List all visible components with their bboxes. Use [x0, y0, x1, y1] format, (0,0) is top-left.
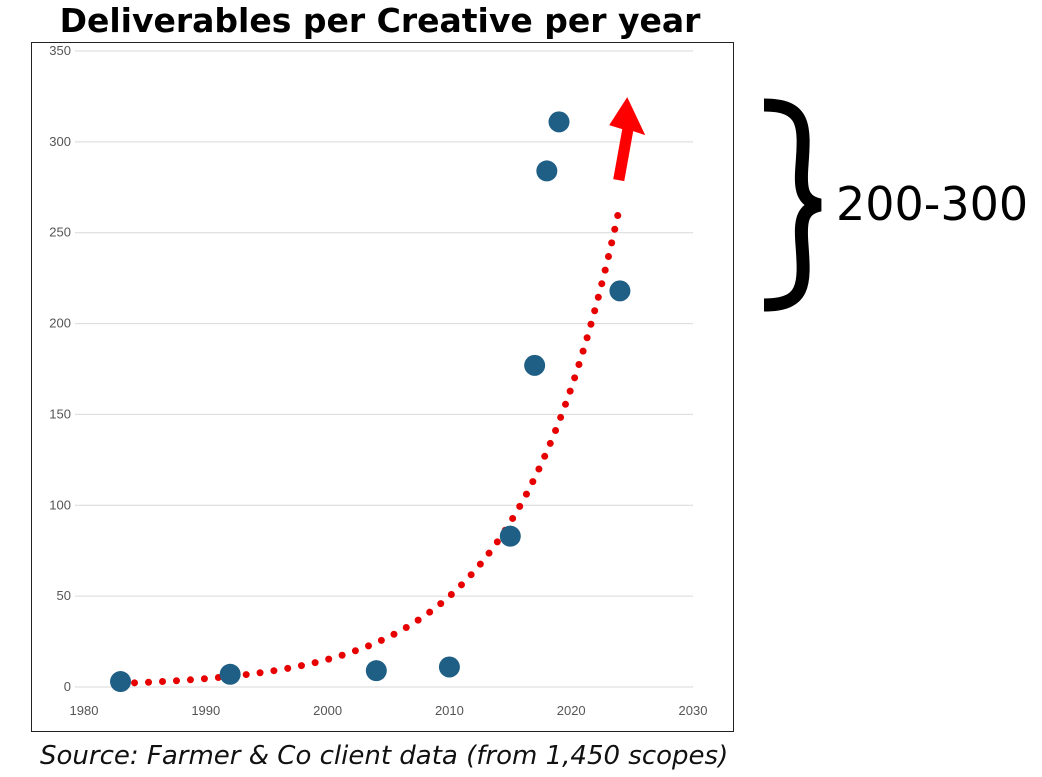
x-axis-ticks: 1980 1990 2000 2010 2020 2030 — [70, 703, 708, 718]
data-point — [524, 354, 546, 376]
x-tick-label: 1980 — [70, 703, 99, 718]
x-tick-label: 2030 — [679, 703, 708, 718]
data-point — [609, 280, 631, 302]
gridlines — [75, 50, 693, 688]
x-tick-label: 2020 — [557, 703, 586, 718]
data-points — [110, 111, 631, 693]
range-annotation: 200-300 — [836, 177, 1029, 231]
x-tick-label: 2000 — [313, 703, 342, 718]
trend-arrow — [609, 97, 646, 182]
data-point — [536, 160, 558, 182]
y-tick-label: 100 — [49, 497, 71, 512]
x-tick-label: 2010 — [435, 703, 464, 718]
source-note: Source: Farmer & Co client data (from 1,… — [40, 741, 729, 771]
x-tick-label: 1990 — [191, 703, 220, 718]
chart-title: Deliverables per Creative per year — [59, 1, 701, 40]
y-tick-label: 200 — [49, 316, 71, 331]
trendline-dotted — [117, 201, 624, 687]
data-point — [438, 656, 460, 678]
data-point — [219, 663, 241, 685]
curly-brace-icon — [763, 98, 822, 312]
y-tick-label: 300 — [49, 134, 71, 149]
y-tick-label: 350 — [49, 43, 71, 58]
data-point — [365, 660, 387, 682]
data-point — [548, 111, 570, 133]
data-point — [499, 525, 521, 547]
y-tick-label: 250 — [49, 225, 71, 240]
chart-frame — [31, 42, 734, 732]
y-axis-ticks: 0 50 100 150 200 250 300 350 — [49, 43, 71, 694]
y-tick-label: 150 — [49, 406, 71, 421]
data-point — [110, 671, 132, 693]
trendline — [117, 201, 624, 687]
y-tick-label: 0 — [64, 679, 71, 694]
trend-arrow-head — [609, 97, 646, 182]
y-tick-label: 50 — [57, 588, 71, 603]
